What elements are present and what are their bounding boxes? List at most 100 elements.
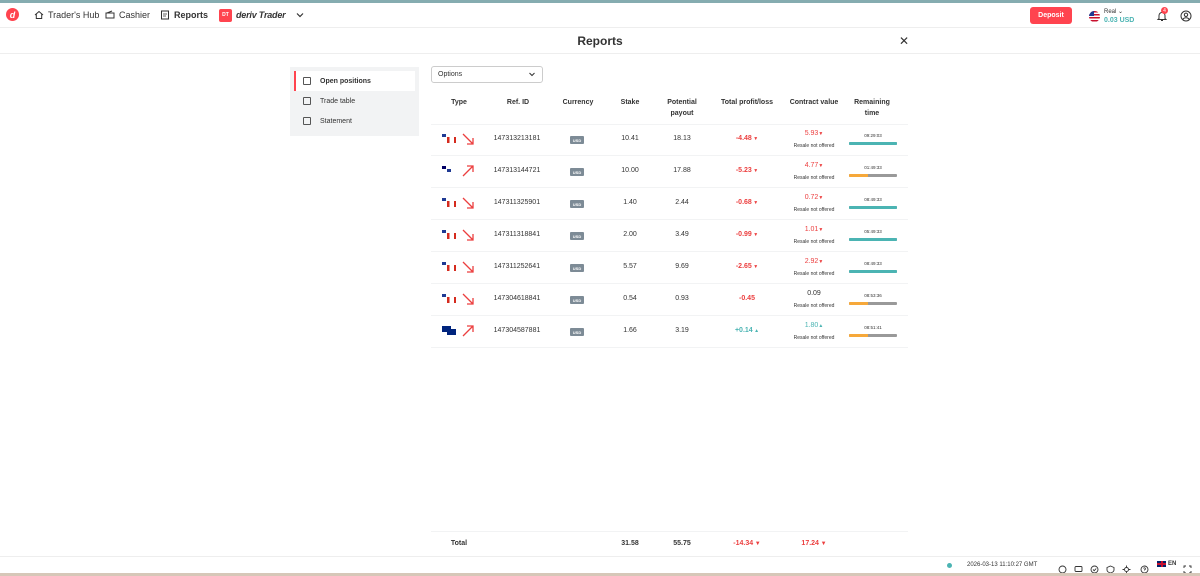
ref-id[interactable]: 147311252641 [493, 263, 541, 270]
payout-value: 3.49 [675, 231, 689, 238]
column-header-remaining-time: Remaining time [850, 97, 894, 119]
table-row[interactable]: 147304618841 USD 0.54 0.93 -0.45 0.09 Resale n… [431, 284, 908, 316]
trend-arrow-down-icon [461, 292, 475, 306]
platform-name: deriv Trader [236, 10, 286, 20]
arrow-down-icon: ▼ [751, 200, 759, 206]
settings-icon[interactable] [1122, 561, 1131, 574]
profit-loss-amount: -4.48 [735, 135, 752, 142]
column-header-type: Type [451, 99, 467, 106]
table-row[interactable]: 147311325901 USD 1.40 2.44 -0.68 ▼ 0.72▼ Resal… [431, 188, 908, 220]
contract-value-amount: 0.72 [804, 194, 819, 201]
table-row[interactable]: 147313144721 USD 10.00 17.88 -5.23 ▼ 4.77▼ Res… [431, 156, 908, 188]
account-switcher[interactable]: Real ⌄ 0.03 USD [1089, 6, 1134, 26]
remaining-time-progress [849, 206, 897, 209]
payout-value: 17.88 [673, 167, 691, 174]
remaining-time-progress-fill [849, 334, 869, 337]
market-flags-icon [442, 262, 456, 272]
payout-value: 9.69 [675, 263, 689, 270]
header-divider [431, 124, 908, 125]
table-row[interactable]: 147311318841 USD 2.00 3.49 -0.99 ▼ 1.01▼ Resal… [431, 220, 908, 252]
nav-reports[interactable]: Reports [160, 7, 208, 23]
column-header-remaining-line2: time [864, 110, 880, 117]
contract-value: 2.92▼ [786, 258, 842, 265]
ref-id[interactable]: 147311325901 [493, 199, 541, 206]
arrow-down-icon: ▼ [818, 163, 824, 169]
totals-stake: 31.58 [621, 540, 639, 547]
remaining-time: 08:49:33 [864, 197, 882, 202]
ref-id[interactable]: 147304618841 [493, 295, 541, 302]
help-icon[interactable] [1140, 561, 1149, 574]
flag-au-icon [447, 329, 456, 335]
remaining-time-progress-fill [849, 238, 897, 241]
reports-sidebar: Open positions Trade table Statement [290, 67, 419, 136]
deposit-button[interactable]: Deposit [1030, 7, 1072, 24]
column-header-payout-line2: payout [670, 110, 694, 117]
arrow-down-icon: ▼ [751, 136, 759, 142]
table-row[interactable]: 147313213181 USD 10.41 18.13 -4.48 ▼ 5.93▼ Res… [431, 124, 908, 156]
remaining-time-progress [849, 334, 897, 337]
totals-divider [431, 531, 908, 532]
ref-id[interactable]: 147311318841 [493, 231, 541, 238]
platform-switcher[interactable]: DT deriv Trader [219, 7, 305, 23]
cashier-icon [105, 10, 115, 20]
trend-arrow-down-icon [461, 260, 475, 274]
sidebar-item-statement[interactable]: Statement [294, 111, 415, 131]
table-row[interactable]: 147311252641 USD 5.57 9.69 -2.65 ▼ 2.92▼ Resal… [431, 252, 908, 284]
deriv-trader-badge: DT [219, 8, 232, 22]
responsible-trading-icon[interactable] [1090, 561, 1099, 574]
page-title: Reports [577, 34, 623, 48]
nav-cashier-label: Cashier [119, 10, 151, 20]
arrow-down-icon: ▼ [818, 259, 824, 265]
remaining-time-progress [849, 270, 897, 273]
contract-value-amount: 1.01 [804, 226, 819, 233]
trend-arrow-down-icon [461, 196, 475, 210]
contract-type-dropdown[interactable]: Options [431, 66, 543, 83]
profit-loss-amount: +0.14 [734, 327, 753, 334]
ref-id[interactable]: 147304587881 [493, 327, 541, 334]
remaining-time-progress-fill [849, 142, 897, 145]
sidebar-item-open-positions[interactable]: Open positions [294, 71, 415, 91]
profile-icon[interactable] [1180, 9, 1192, 22]
fullscreen-icon[interactable] [1183, 561, 1192, 574]
payout-value: 3.19 [675, 327, 689, 334]
nav-cashier[interactable]: Cashier [105, 7, 150, 23]
remaining-time-progress [849, 302, 897, 305]
flag-ca-icon [447, 297, 456, 303]
profit-loss-value: -2.65 ▼ [716, 263, 778, 270]
usd-flag-icon [1089, 10, 1100, 22]
nav-traders-hub[interactable]: Trader's Hub [34, 7, 99, 23]
remaining-time: 01:49:33 [864, 165, 882, 170]
profit-loss-value: -0.68 ▼ [716, 199, 778, 206]
stake-value: 10.41 [621, 135, 639, 142]
arrow-down-icon: ▼ [751, 168, 759, 174]
currency-usd-icon: USD [570, 296, 584, 304]
trend-arrow-down-icon [461, 228, 475, 242]
stake-value: 10.00 [621, 167, 639, 174]
deriv-logo[interactable]: d [6, 8, 19, 21]
remaining-time-progress-fill [849, 206, 897, 209]
account-type: Real ⌄ [1104, 8, 1124, 15]
currency-usd-icon: USD [570, 168, 584, 176]
trade-table-icon [303, 97, 311, 105]
regulation-icon[interactable] [1106, 561, 1115, 574]
resale-status: Resale not offered [793, 143, 835, 149]
arrow-down-icon: ▼ [818, 227, 824, 233]
language-switcher[interactable]: EN [1157, 561, 1176, 567]
profit-loss-value: -0.45 [716, 295, 778, 302]
column-header-remaining-line1: Remaining [854, 99, 890, 106]
currency-usd-icon: USD [570, 264, 584, 272]
arrow-down-icon: ▼ [818, 131, 824, 137]
remaining-time-progress [849, 238, 897, 241]
close-icon[interactable]: ✕ [898, 34, 910, 48]
sidebar-item-trade-table[interactable]: Trade table [294, 91, 415, 111]
whatsapp-icon[interactable] [1058, 561, 1067, 574]
account-balance: 0.03 USD [1104, 16, 1135, 24]
currency-usd-icon: USD [570, 136, 584, 144]
chat-icon[interactable] [1074, 561, 1083, 572]
reports-icon [160, 10, 170, 20]
notification-count-badge: 4 [1161, 7, 1168, 14]
ref-id[interactable]: 147313213181 [493, 135, 541, 142]
ref-id[interactable]: 147313144721 [493, 167, 541, 174]
arrow-down-icon: ▼ [818, 195, 824, 201]
table-row[interactable]: 147304587881 USD 1.66 3.19 +0.14 ▲ 1.80▲ Resal… [431, 316, 908, 348]
